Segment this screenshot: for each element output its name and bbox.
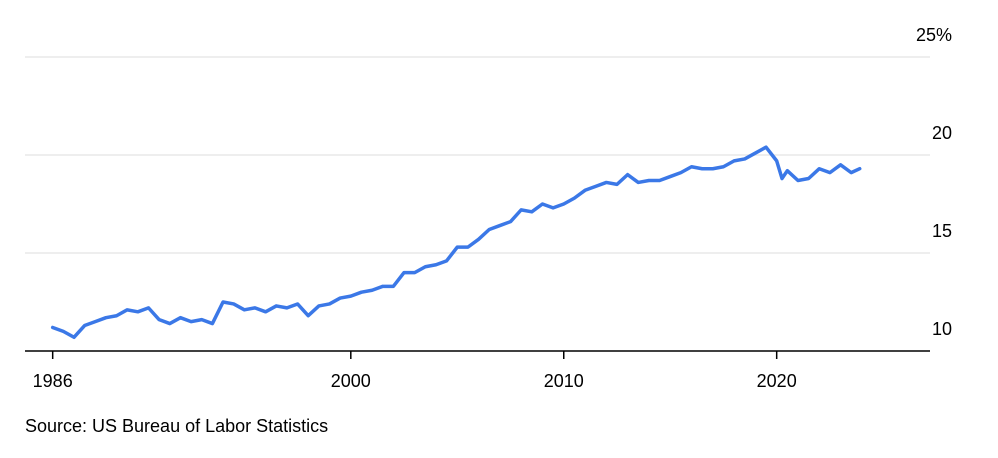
data-line: [50, 145, 862, 340]
x-tick-label: 1986: [33, 371, 73, 391]
x-tick-label: 2000: [331, 371, 371, 391]
x-tick-label: 2010: [544, 371, 584, 391]
y-tick-label: 10: [932, 319, 952, 339]
source-note: Source: US Bureau of Labor Statistics: [25, 416, 328, 436]
x-tick-label: 2020: [757, 371, 797, 391]
y-tick-label: 25%: [916, 25, 952, 45]
y-tick-label: 20: [932, 123, 952, 143]
y-tick-label: 15: [932, 221, 952, 241]
